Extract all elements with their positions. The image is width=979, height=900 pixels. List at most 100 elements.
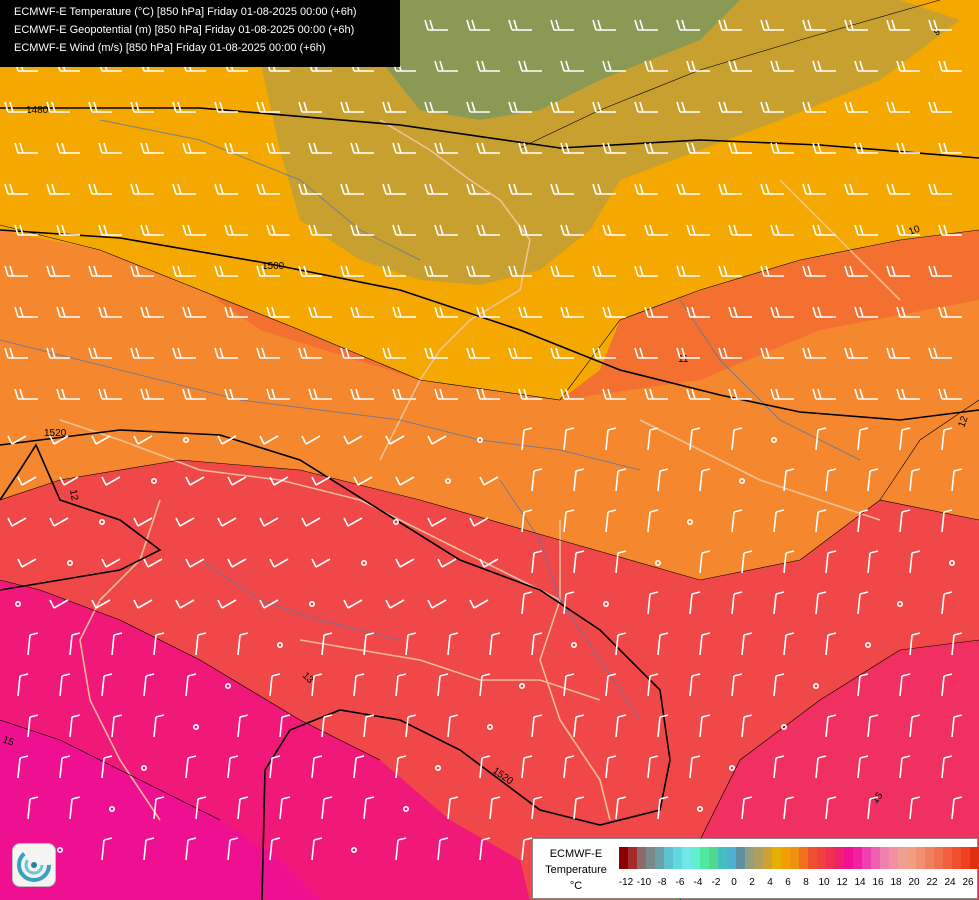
wind-barb-icon xyxy=(634,183,658,195)
wind-barb-icon xyxy=(605,427,617,451)
legend-tick: 26 xyxy=(962,877,974,888)
legend-swatch xyxy=(898,847,907,869)
wind-barb-icon xyxy=(266,142,290,154)
wind-barb-icon xyxy=(382,265,406,277)
calm-wind-icon xyxy=(402,805,409,812)
wind-barb-icon xyxy=(928,183,952,195)
wind-barb-icon xyxy=(531,796,543,820)
wind-barb-icon xyxy=(899,509,911,533)
wind-barb-icon xyxy=(773,755,785,779)
wind-barb-icon xyxy=(718,19,742,31)
wind-barb-icon xyxy=(424,101,448,113)
wind-barb-icon xyxy=(560,60,584,72)
wind-barb-icon xyxy=(951,468,963,492)
wind-barb-icon xyxy=(854,60,878,72)
wind-barb-icon xyxy=(395,837,407,861)
calm-wind-icon xyxy=(276,641,283,648)
wind-barb-icon xyxy=(812,142,836,154)
wind-barb-icon xyxy=(182,224,206,236)
wind-barb-icon xyxy=(770,388,794,400)
wind-barb-icon xyxy=(951,714,963,738)
calm-wind-icon xyxy=(67,559,74,566)
wind-barb-icon xyxy=(844,265,868,277)
wind-barb-icon xyxy=(689,673,701,697)
wind-barb-icon xyxy=(657,714,669,738)
wind-barb-icon xyxy=(466,101,490,113)
wind-barb-icon xyxy=(938,142,962,154)
wind-barb-icon xyxy=(214,265,238,277)
wind-barb-icon xyxy=(602,388,626,400)
wind-barb-icon xyxy=(434,306,458,318)
wind-barb-icon xyxy=(867,468,879,492)
wind-barb-icon xyxy=(938,388,962,400)
wind-barb-icon xyxy=(185,558,205,568)
wind-barb-icon xyxy=(4,265,28,277)
wind-barb-icon xyxy=(14,388,38,400)
wind-barb-icon xyxy=(217,435,237,445)
calm-wind-icon xyxy=(486,723,493,730)
wind-barb-icon xyxy=(479,558,499,568)
legend-swatch xyxy=(907,847,916,869)
wind-barb-icon xyxy=(728,142,752,154)
wind-barb-icon xyxy=(434,142,458,154)
wind-barb-icon xyxy=(308,306,332,318)
legend-swatch xyxy=(889,847,898,869)
wind-barb-icon xyxy=(427,435,447,445)
wind-barb-icon xyxy=(392,142,416,154)
wind-barb-icon xyxy=(518,142,542,154)
wind-barb-icon xyxy=(760,19,784,31)
calm-wind-icon xyxy=(350,846,357,853)
wind-barb-icon xyxy=(951,796,963,820)
wind-barb-icon xyxy=(395,476,415,486)
legend-tick: 16 xyxy=(872,877,884,888)
wind-barb-icon xyxy=(340,347,364,359)
temperature-label-11: 11 xyxy=(678,354,689,365)
legend-tick: 20 xyxy=(908,877,920,888)
wind-barb-icon xyxy=(88,101,112,113)
wind-barb-icon xyxy=(857,591,869,615)
wind-barb-icon xyxy=(143,673,155,697)
wind-barb-icon xyxy=(521,837,533,861)
wind-barb-icon xyxy=(27,632,39,656)
wind-barb-icon xyxy=(385,435,405,445)
wind-barb-icon xyxy=(815,755,827,779)
wind-barb-icon xyxy=(363,714,375,738)
wind-barb-icon xyxy=(172,347,196,359)
wind-barb-icon xyxy=(644,388,668,400)
legend-swatch xyxy=(763,847,772,869)
wind-barb-icon xyxy=(476,142,500,154)
wind-barb-icon xyxy=(227,558,247,568)
wind-barb-icon xyxy=(802,265,826,277)
wind-barb-icon xyxy=(896,60,920,72)
wind-barb-icon xyxy=(896,224,920,236)
wind-barb-icon xyxy=(941,673,953,697)
wind-barb-icon xyxy=(854,388,878,400)
calm-wind-icon xyxy=(738,477,745,484)
wind-barb-icon xyxy=(802,101,826,113)
wind-barb-icon xyxy=(298,101,322,113)
wind-barb-icon xyxy=(266,306,290,318)
wind-barb-icon xyxy=(812,388,836,400)
calm-wind-icon xyxy=(812,682,819,689)
wind-barb-icon xyxy=(447,632,459,656)
wind-barb-icon xyxy=(689,427,701,451)
wind-barb-icon xyxy=(644,60,668,72)
wind-barb-icon xyxy=(321,796,333,820)
legend-unit: °C xyxy=(569,880,583,892)
wind-barb-icon xyxy=(815,427,827,451)
wind-barb-icon xyxy=(133,599,153,609)
wind-barb-icon xyxy=(770,224,794,236)
wind-barb-icon xyxy=(424,347,448,359)
wind-barb-icon xyxy=(644,224,668,236)
wind-barb-icon xyxy=(676,347,700,359)
wind-barb-icon xyxy=(508,101,532,113)
wind-barb-icon xyxy=(311,673,323,697)
wind-barb-icon xyxy=(447,796,459,820)
wind-barb-icon xyxy=(563,591,575,615)
wind-barb-icon xyxy=(909,468,921,492)
wind-barb-icon xyxy=(143,558,163,568)
wind-barb-icon xyxy=(466,347,490,359)
wind-barb-icon xyxy=(676,183,700,195)
title-wind: ECMWF-E Wind (m/s) [850 hPa] Friday 01-0… xyxy=(14,42,326,54)
wind-barb-icon xyxy=(101,755,113,779)
